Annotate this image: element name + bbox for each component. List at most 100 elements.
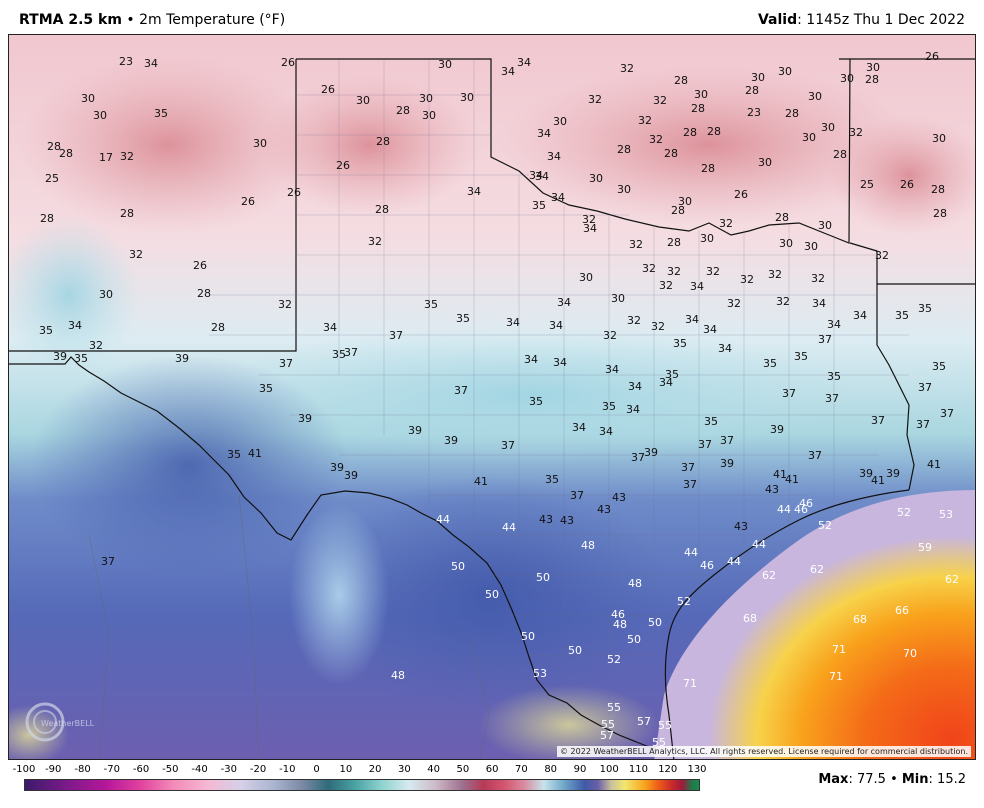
temperature-label: 37 xyxy=(501,439,515,452)
legend-tick: 130 xyxy=(687,764,707,775)
temperature-label: 39 xyxy=(298,412,312,425)
temperature-label: 35 xyxy=(545,473,559,486)
product-title: RTMA 2.5 km • 2m Temperature (°F) xyxy=(19,12,285,28)
temperature-label: 30 xyxy=(808,90,822,103)
temperature-label: 35 xyxy=(918,302,932,315)
temperature-label: 37 xyxy=(720,434,734,447)
temperature-label: 39 xyxy=(330,461,344,474)
temperature-label: 26 xyxy=(193,259,207,272)
temperature-label: 44 xyxy=(684,546,698,559)
svg-text:WeatherBELL: WeatherBELL xyxy=(41,719,95,728)
temperature-label: 34 xyxy=(659,376,673,389)
temperature-label: 41 xyxy=(785,473,799,486)
temperature-label: 34 xyxy=(599,425,613,438)
legend-tick: 50 xyxy=(456,764,470,775)
copyright-notice: © 2022 WeatherBELL Analytics, LLC. All r… xyxy=(557,746,971,757)
temperature-label: 55 xyxy=(652,736,666,749)
weatherbell-logo: WeatherBELL xyxy=(23,699,103,745)
state-borders xyxy=(9,58,975,752)
temperature-label: 35 xyxy=(932,360,946,373)
temperature-label: 35 xyxy=(665,368,679,381)
temperature-label: 55 xyxy=(658,719,672,732)
temperature-label: 48 xyxy=(628,577,642,590)
temperature-label: 32 xyxy=(582,213,596,226)
cold-region-arkansas xyxy=(829,115,975,235)
temperature-label: 30 xyxy=(579,271,593,284)
temperature-label: 37 xyxy=(808,449,822,462)
temperature-label: 39 xyxy=(344,469,358,482)
temperature-label: 44 xyxy=(752,538,766,551)
temperature-label: 32 xyxy=(768,268,782,281)
temperature-label: 28 xyxy=(197,287,211,300)
temperature-label: 32 xyxy=(129,248,143,261)
temperature-label: 32 xyxy=(649,133,663,146)
temperature-label: 34 xyxy=(812,297,826,310)
mexico-state-lines xyxy=(88,494,490,759)
temperature-label: 35 xyxy=(259,382,273,395)
legend-tick: 0 xyxy=(313,764,320,775)
temperature-label: 39 xyxy=(859,467,873,480)
temperature-label: 34 xyxy=(524,353,538,366)
max-min-readout: Max: 77.5 • Min: 15.2 xyxy=(818,772,966,787)
temperature-label: 37 xyxy=(940,407,954,420)
temperature-label: 68 xyxy=(853,613,867,626)
temperature-label: 28 xyxy=(683,126,697,139)
temperature-label: 71 xyxy=(683,677,697,690)
temperature-label: 17 xyxy=(99,151,113,164)
temperature-label: 39 xyxy=(175,352,189,365)
legend-tick: 90 xyxy=(573,764,587,775)
temperature-label: 34 xyxy=(323,321,337,334)
legend-tick: -70 xyxy=(103,764,120,775)
temperature-label: 37 xyxy=(681,461,695,474)
temperature-label: 41 xyxy=(773,468,787,481)
temperature-label: 35 xyxy=(529,395,543,408)
temperature-label: 26 xyxy=(734,188,748,201)
temperature-label: 50 xyxy=(485,588,499,601)
legend-tick: -20 xyxy=(249,764,267,775)
temperature-label: 32 xyxy=(627,314,641,327)
temperature-label: 30 xyxy=(866,61,880,74)
temperature-label: 46 xyxy=(794,503,808,516)
temperature-label: 37 xyxy=(279,357,293,370)
temperature-label: 34 xyxy=(501,65,515,78)
legend-tick: 100 xyxy=(599,764,619,775)
temperature-label: 34 xyxy=(144,57,158,70)
temperature-label: 35 xyxy=(456,312,470,325)
legend-tick: -30 xyxy=(220,764,237,775)
temperature-label: 28 xyxy=(47,140,61,153)
min-label: Min xyxy=(901,772,929,787)
temperature-label: 28 xyxy=(701,162,715,175)
legend-tick: 70 xyxy=(515,764,528,775)
temperature-label: 55 xyxy=(601,718,615,731)
temperature-label: 35 xyxy=(763,357,777,370)
cold-region-oklahoma xyxy=(499,65,919,225)
legend-tick: -100 xyxy=(12,764,36,775)
legend-tick: 60 xyxy=(485,764,499,775)
temperature-label: 32 xyxy=(776,295,790,308)
temperature-map[interactable]: 23 34 26 30 34 34 32 28 30 30 30 28 30 26 30 30 35 26 30 30… xyxy=(8,34,976,760)
legend-tick: 30 xyxy=(398,764,411,775)
pale-region-coahuila xyxy=(289,505,389,685)
temperature-label: 28 xyxy=(745,84,759,97)
legend-tick: -90 xyxy=(45,764,62,775)
temperature-label: 37 xyxy=(683,478,697,491)
temperature-label: 34 xyxy=(549,319,563,332)
max-label: Max xyxy=(818,772,849,787)
temperature-label: 35 xyxy=(227,448,241,461)
temperature-label: 37 xyxy=(871,414,885,427)
temperature-label: 39 xyxy=(720,457,734,470)
temperature-label: 41 xyxy=(927,458,941,471)
valid-label: Valid xyxy=(757,12,798,28)
legend-colorbar xyxy=(24,779,700,791)
temperature-label: 34 xyxy=(506,316,520,329)
temperature-label: 32 xyxy=(659,279,673,292)
legend-tick: -80 xyxy=(74,764,91,775)
temperature-label: 34 xyxy=(557,296,571,309)
temperature-label: 53 xyxy=(939,508,953,521)
mild-region-mexico xyxy=(29,355,349,575)
temperature-label: 30 xyxy=(553,115,567,128)
temperature-label: 37 xyxy=(825,392,839,405)
temperature-label: 32 xyxy=(588,93,602,106)
temperature-label: 35 xyxy=(424,298,438,311)
